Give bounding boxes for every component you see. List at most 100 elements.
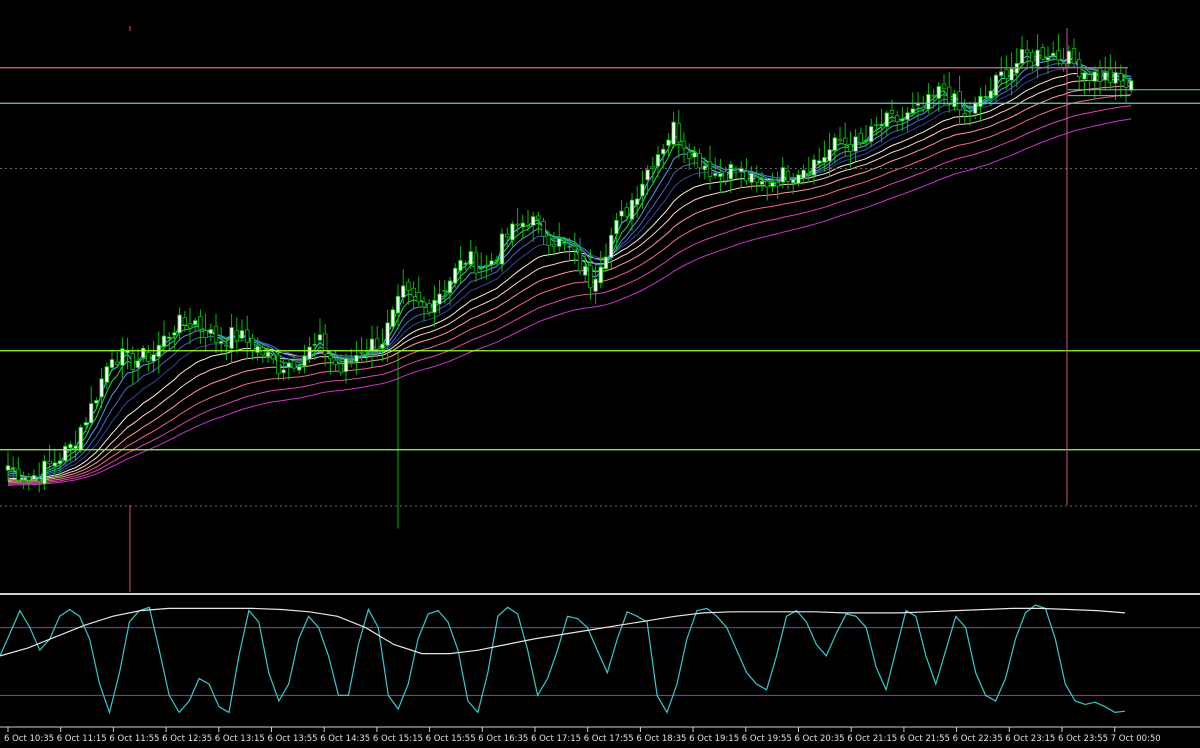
candle-body xyxy=(983,96,988,98)
candle-body xyxy=(640,183,645,197)
candle-body xyxy=(811,159,817,176)
candle-body xyxy=(889,109,895,114)
time-tick-label: 7 Oct 00:50 xyxy=(1111,734,1161,744)
candle-body xyxy=(489,260,494,266)
time-tick-label: 6 Oct 10:35 xyxy=(4,734,54,744)
candle-body xyxy=(598,266,603,284)
candle-body xyxy=(697,153,702,169)
candles xyxy=(5,34,1134,529)
ma-line-54 xyxy=(7,94,1132,484)
candle-body xyxy=(239,330,245,339)
candle-body xyxy=(785,170,791,182)
candle-body xyxy=(853,136,858,152)
candle-body xyxy=(447,280,453,294)
candle-body xyxy=(218,341,224,344)
candle-body xyxy=(213,326,219,343)
candle-body xyxy=(577,249,583,272)
candle-body xyxy=(655,154,661,167)
candle-body xyxy=(68,443,73,449)
candle-body xyxy=(1103,72,1108,81)
candle-body xyxy=(286,362,291,368)
candle-body xyxy=(801,169,806,179)
candle-body xyxy=(780,167,785,183)
candle-body xyxy=(520,222,525,228)
candle-body xyxy=(390,309,395,327)
time-tick-label: 6 Oct 20:35 xyxy=(795,734,845,744)
candle-body xyxy=(681,140,687,149)
candle-body xyxy=(166,336,172,339)
candle-body xyxy=(42,460,47,485)
candle-body xyxy=(936,86,941,99)
candle-body xyxy=(421,301,427,308)
candle-body xyxy=(1087,74,1092,81)
candle-body xyxy=(614,219,619,235)
candle-body xyxy=(198,316,203,330)
stoch-signal-line xyxy=(0,607,1126,657)
candle-body xyxy=(146,352,151,362)
candle-body xyxy=(713,173,718,176)
candle-body xyxy=(276,354,281,375)
candle-body xyxy=(312,344,317,346)
candle-body xyxy=(749,172,754,183)
candle-body xyxy=(380,343,385,349)
candle-body xyxy=(338,363,343,373)
candle-body xyxy=(728,164,733,180)
stoch-main-line xyxy=(0,604,1126,715)
candle-body xyxy=(1040,47,1045,60)
candle-body xyxy=(348,360,354,363)
candle-body xyxy=(94,400,99,404)
candle-body xyxy=(1071,48,1077,64)
candle-body xyxy=(744,171,749,182)
candle-body xyxy=(988,90,993,99)
candle-body xyxy=(177,314,182,334)
candle-body xyxy=(234,330,239,341)
candle-body xyxy=(463,262,468,265)
candle-body xyxy=(130,353,135,371)
candle-body xyxy=(322,333,328,355)
time-tick-label: 6 Oct 11:55 xyxy=(109,734,159,744)
candle-body xyxy=(395,295,401,314)
candle-body xyxy=(120,348,125,366)
time-tick-label: 6 Oct 18:35 xyxy=(636,734,686,744)
candle-body xyxy=(1108,68,1113,83)
candle-body xyxy=(73,445,78,449)
candle-body xyxy=(406,281,411,291)
candle-body xyxy=(572,245,577,251)
candle-body xyxy=(759,181,765,185)
time-tick-label: 6 Oct 17:15 xyxy=(531,734,581,744)
candle-body xyxy=(1051,52,1056,57)
candle-body xyxy=(557,238,562,247)
candle-body xyxy=(624,207,629,217)
time-tick-label: 6 Oct 19:15 xyxy=(689,734,739,744)
price-panel xyxy=(0,26,1200,592)
candle-body xyxy=(869,126,874,143)
candle-body xyxy=(687,151,692,159)
candle-body xyxy=(666,139,671,146)
candle-body xyxy=(525,225,531,227)
candle-body xyxy=(775,181,780,187)
candle-body xyxy=(452,267,458,284)
candle-body xyxy=(437,293,442,305)
candle-body xyxy=(1045,57,1051,61)
candle-body xyxy=(650,166,655,169)
candle-body xyxy=(63,445,68,462)
candle-body xyxy=(265,351,271,358)
candle-body xyxy=(635,198,640,205)
candle-body xyxy=(270,354,276,360)
candle-body xyxy=(104,366,109,383)
candle-body xyxy=(52,462,57,467)
time-tick-label: 6 Oct 13:15 xyxy=(215,734,265,744)
candle-body xyxy=(229,327,234,349)
candle-body xyxy=(135,360,141,369)
candle-body xyxy=(151,354,156,362)
candle-body xyxy=(1066,50,1071,65)
candle-body xyxy=(1123,77,1129,88)
candle-body xyxy=(619,210,624,217)
candle-body xyxy=(115,361,120,365)
candle-body xyxy=(10,467,16,470)
candle-body xyxy=(208,329,213,334)
candle-body xyxy=(172,332,177,336)
candle-body xyxy=(915,103,921,106)
candle-body xyxy=(707,161,713,177)
candle-body xyxy=(952,93,957,108)
